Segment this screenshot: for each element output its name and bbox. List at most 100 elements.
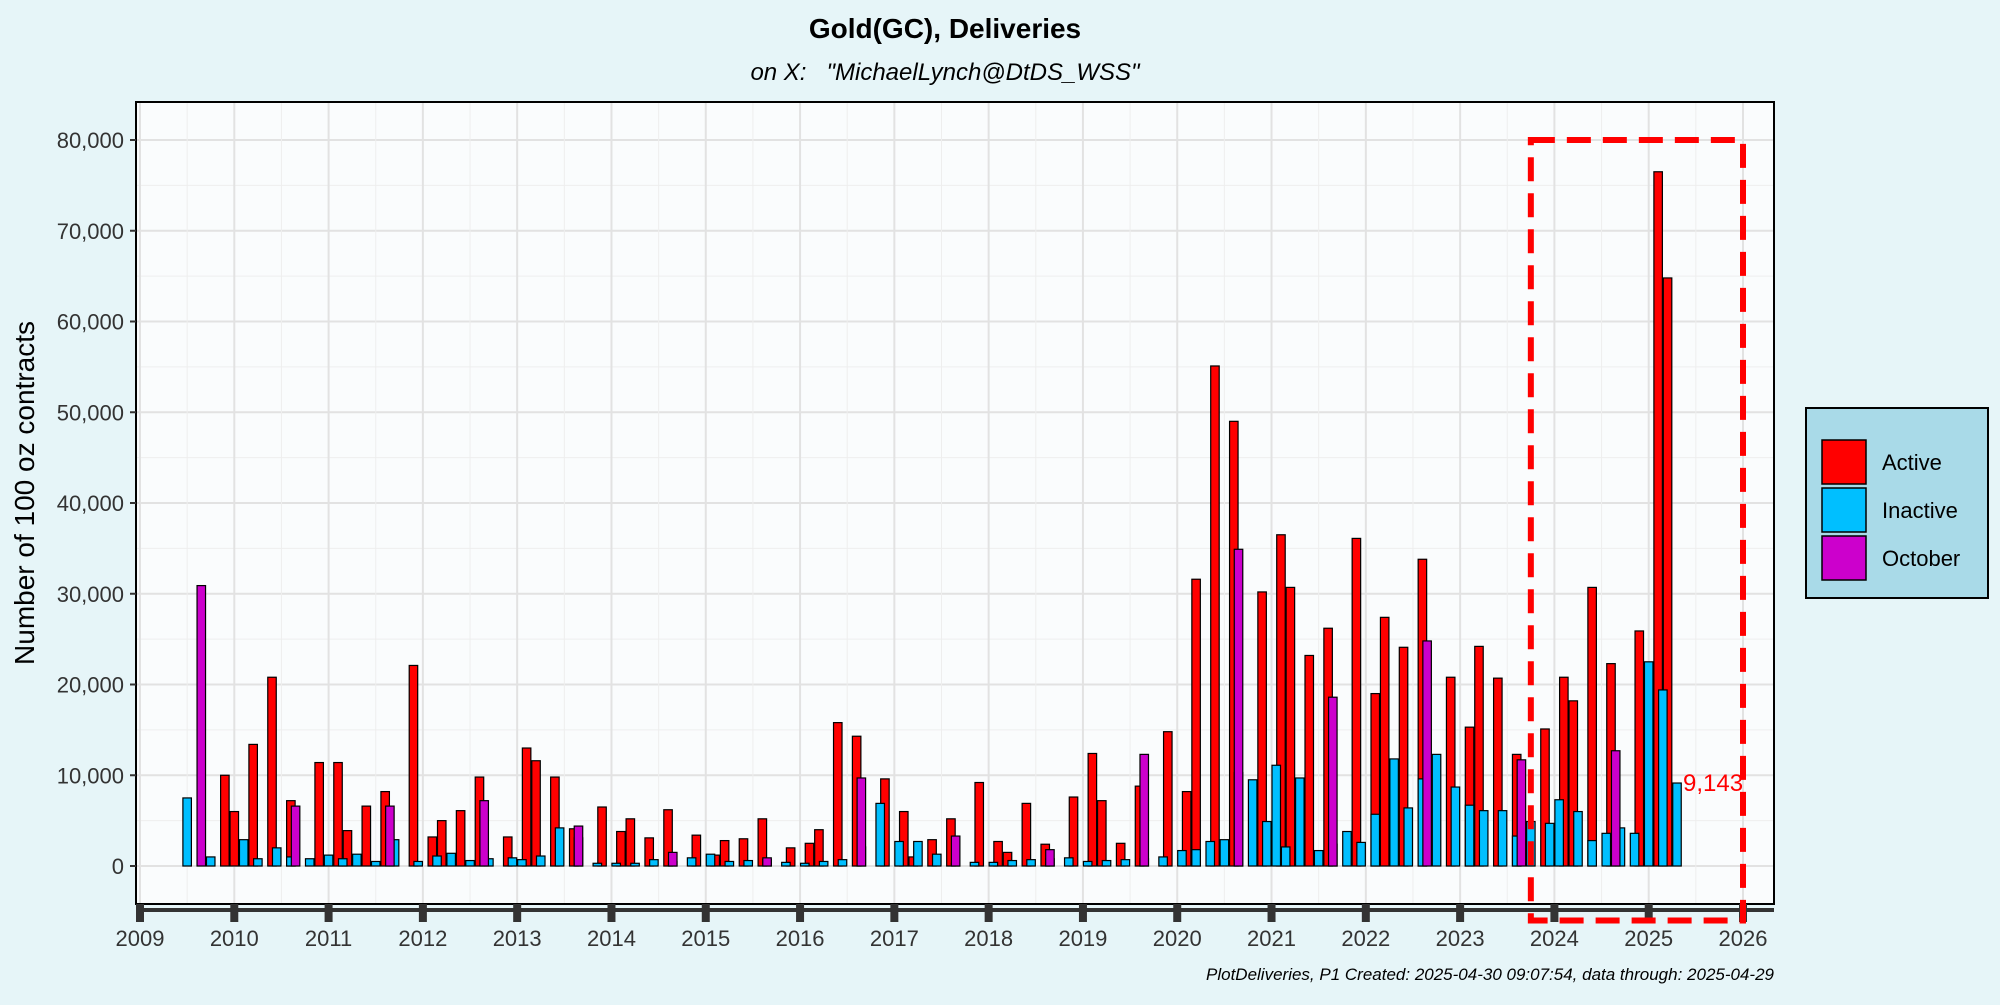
bar-inactive — [1601, 832, 1612, 867]
x-tick-label: 2010 — [210, 926, 259, 951]
bar-inactive — [554, 827, 565, 867]
bar-active — [814, 829, 824, 867]
bar-active — [1587, 586, 1597, 867]
bar-inactive — [781, 861, 791, 867]
chart-subtitle: on X: "MichaelLynch@DtDS_WSS" — [750, 59, 1141, 86]
bar-active — [625, 818, 636, 867]
legend-swatch-active — [1821, 439, 1867, 485]
bar-active — [1379, 616, 1390, 867]
x-tick-label: 2016 — [776, 926, 825, 951]
bar-active — [229, 810, 240, 867]
y-tick-label: 50,000 — [57, 400, 124, 425]
bar-active — [1304, 654, 1315, 867]
x-tick-label: 2015 — [681, 926, 730, 951]
bar-october — [1610, 750, 1621, 867]
bar-october — [1233, 548, 1244, 867]
bar-october — [1045, 849, 1055, 867]
x-tick-label: 2018 — [964, 926, 1013, 951]
bar-inactive — [686, 857, 697, 867]
bar-inactive — [465, 859, 475, 867]
y-tick-label: 60,000 — [57, 310, 124, 335]
highlight-box — [1527, 137, 1747, 924]
bar-inactive — [304, 858, 315, 867]
y-tick-label: 40,000 — [57, 491, 124, 516]
bar-inactive — [1389, 758, 1399, 867]
bar-active — [1087, 752, 1098, 867]
bar-active — [220, 774, 230, 867]
bar-inactive — [535, 855, 546, 867]
x-tick-label: 2013 — [493, 926, 542, 951]
bar-inactive — [1342, 830, 1352, 867]
bar-inactive — [1007, 859, 1018, 867]
bar-active — [455, 810, 466, 867]
bar-inactive — [894, 840, 904, 867]
bar-inactive — [446, 852, 457, 867]
bar-inactive — [517, 859, 527, 867]
bar-inactive — [743, 859, 754, 867]
bar-active — [1162, 731, 1173, 867]
bar-inactive — [238, 839, 249, 867]
bar-inactive — [352, 853, 362, 867]
x-tick-label: 2023 — [1436, 926, 1485, 951]
chart-title: Gold(GC), Deliveries — [809, 13, 1081, 44]
bar-active — [333, 761, 343, 867]
bar-october — [1139, 753, 1150, 867]
y-tick-label: 80,000 — [57, 128, 124, 153]
legend-swatch-october — [1821, 535, 1867, 581]
bar-inactive — [969, 861, 980, 867]
legend-label-inactive: Inactive — [1882, 498, 1958, 523]
bar-inactive — [1247, 779, 1258, 867]
bar-active — [1210, 365, 1220, 867]
bar-inactive — [1158, 856, 1168, 867]
bar-inactive — [1403, 807, 1414, 867]
x-tick-label: 2014 — [587, 926, 636, 951]
bar-active — [974, 781, 985, 867]
y-tick-label: 10,000 — [57, 763, 124, 788]
x-tick-label: 2026 — [1719, 926, 1768, 951]
bar-inactive — [1544, 822, 1555, 867]
bar-inactive — [1629, 832, 1640, 867]
bar-inactive — [649, 859, 659, 867]
bar-inactive — [1643, 661, 1654, 867]
bar-active — [361, 805, 372, 867]
bar-inactive — [323, 854, 334, 867]
legend-label-october: October — [1882, 546, 1960, 571]
bar-inactive — [875, 802, 886, 867]
bar-october — [1327, 696, 1338, 867]
bar-inactive — [799, 862, 810, 867]
x-tick-label: 2020 — [1153, 926, 1202, 951]
bar-active — [616, 830, 626, 867]
x-tick-label: 2012 — [398, 926, 447, 951]
bar-inactive — [1191, 849, 1201, 867]
bar-inactive — [1026, 859, 1036, 867]
bar-active — [1191, 578, 1201, 867]
x-tick-label: 2024 — [1530, 926, 1579, 951]
bar-inactive — [1497, 810, 1508, 867]
bar-october — [667, 851, 678, 867]
bar-inactive — [1177, 849, 1187, 867]
bar-october — [573, 825, 584, 867]
bar-inactive — [1294, 777, 1305, 867]
bar-inactive — [724, 860, 735, 867]
x-tick-label: 2022 — [1341, 926, 1390, 951]
x-tick-label: 2009 — [116, 926, 165, 951]
bar-inactive — [271, 847, 282, 867]
bar-inactive — [253, 858, 263, 867]
bar-october — [1422, 640, 1432, 867]
bar-inactive — [611, 862, 622, 867]
bar-inactive — [630, 862, 640, 867]
bar-october — [479, 800, 490, 867]
bar-inactive — [1280, 846, 1291, 867]
bar-inactive — [1450, 786, 1461, 867]
bar-inactive — [205, 856, 216, 867]
bar-inactive — [913, 840, 923, 867]
legend-swatch-inactive — [1821, 487, 1867, 533]
bar-inactive — [413, 860, 424, 867]
bar-inactive — [1356, 841, 1366, 867]
bar-october — [856, 777, 867, 867]
bar-inactive — [182, 797, 192, 867]
bar-active — [248, 743, 259, 867]
bar-inactive — [705, 853, 716, 867]
bar-active — [1285, 586, 1296, 867]
